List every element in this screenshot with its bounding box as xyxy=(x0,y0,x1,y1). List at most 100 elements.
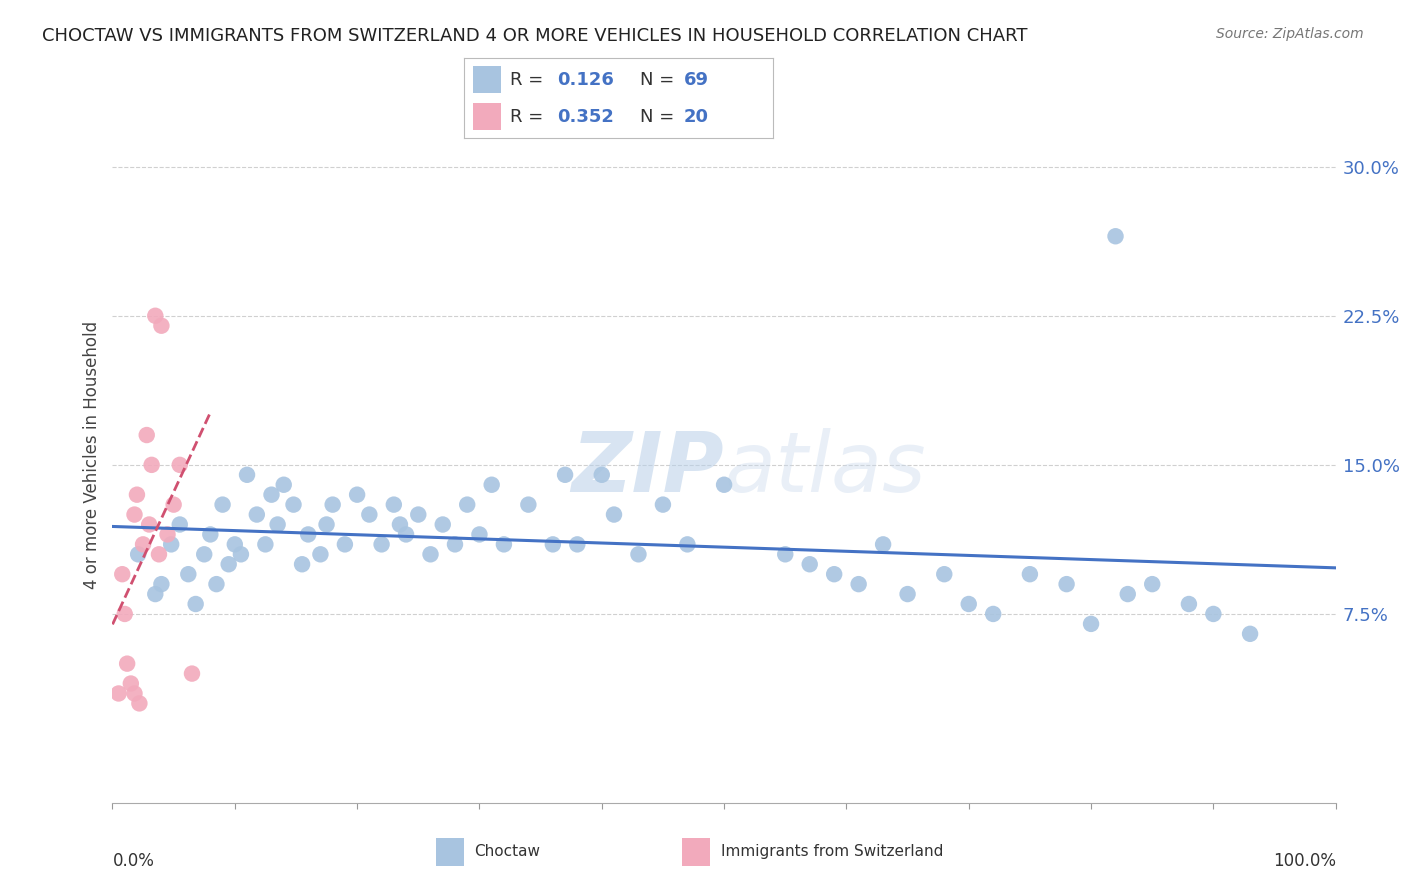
Point xyxy=(603,508,626,522)
Point xyxy=(1116,587,1139,601)
Point xyxy=(981,607,1004,621)
Point xyxy=(184,597,207,611)
Point xyxy=(627,547,650,561)
Point xyxy=(125,488,148,502)
Point xyxy=(148,547,170,561)
Point xyxy=(567,537,589,551)
Point xyxy=(517,498,540,512)
Point xyxy=(432,517,454,532)
Point xyxy=(419,547,441,561)
Point xyxy=(872,537,894,551)
Point xyxy=(229,547,252,561)
Point xyxy=(156,527,179,541)
Point xyxy=(1018,567,1040,582)
Point xyxy=(554,467,576,482)
Point xyxy=(309,547,332,561)
Point xyxy=(236,467,259,482)
Point xyxy=(388,517,411,532)
Text: N =: N = xyxy=(640,70,681,88)
Point xyxy=(1178,597,1201,611)
Point xyxy=(297,527,319,541)
Point xyxy=(1239,627,1261,641)
Text: atlas: atlas xyxy=(724,428,925,509)
Text: R =: R = xyxy=(510,108,550,126)
Point xyxy=(652,498,675,512)
Point xyxy=(124,686,146,700)
Point xyxy=(224,537,246,551)
Point xyxy=(177,567,200,582)
Point xyxy=(934,567,956,582)
Text: 69: 69 xyxy=(683,70,709,88)
Point xyxy=(333,537,356,551)
Point xyxy=(143,587,166,601)
Point xyxy=(111,567,134,582)
Point xyxy=(254,537,277,551)
Point xyxy=(823,567,845,582)
Point xyxy=(169,517,191,532)
Point xyxy=(218,558,240,572)
Text: 0.126: 0.126 xyxy=(557,70,613,88)
Point xyxy=(848,577,870,591)
Point xyxy=(322,498,344,512)
Point xyxy=(128,697,150,711)
Point xyxy=(591,467,613,482)
Point xyxy=(676,537,699,551)
Point xyxy=(160,537,183,551)
Point xyxy=(169,458,191,472)
Point xyxy=(132,537,155,551)
Point xyxy=(107,686,129,700)
Point xyxy=(273,477,295,491)
Point xyxy=(408,508,430,522)
Point xyxy=(359,508,381,522)
Point xyxy=(211,498,233,512)
Text: R =: R = xyxy=(510,70,550,88)
Point xyxy=(200,527,222,541)
Point xyxy=(897,587,920,601)
Text: CHOCTAW VS IMMIGRANTS FROM SWITZERLAND 4 OR MORE VEHICLES IN HOUSEHOLD CORRELATI: CHOCTAW VS IMMIGRANTS FROM SWITZERLAND 4… xyxy=(42,27,1028,45)
Point xyxy=(120,676,142,690)
Text: 100.0%: 100.0% xyxy=(1272,852,1336,870)
Point xyxy=(124,508,146,522)
Point xyxy=(141,458,163,472)
Point xyxy=(266,517,288,532)
Point xyxy=(150,577,173,591)
Point xyxy=(260,488,283,502)
Point xyxy=(382,498,405,512)
Point xyxy=(346,488,368,502)
Point xyxy=(205,577,228,591)
Point xyxy=(283,498,305,512)
Bar xyxy=(682,838,710,866)
Bar xyxy=(436,838,464,866)
Point xyxy=(138,517,160,532)
Point xyxy=(1104,229,1126,244)
Point xyxy=(1202,607,1225,621)
Point xyxy=(181,666,204,681)
Point xyxy=(713,477,735,491)
Point xyxy=(481,477,503,491)
Text: N =: N = xyxy=(640,108,681,126)
Point xyxy=(492,537,515,551)
Point xyxy=(246,508,269,522)
Bar xyxy=(474,66,501,94)
Point xyxy=(957,597,980,611)
Text: Choctaw: Choctaw xyxy=(475,845,540,859)
Point xyxy=(1080,616,1102,631)
Point xyxy=(1056,577,1078,591)
Point xyxy=(468,527,491,541)
Point xyxy=(370,537,392,551)
Point xyxy=(163,498,186,512)
Point xyxy=(135,428,157,442)
Point xyxy=(114,607,136,621)
Point xyxy=(1142,577,1164,591)
Text: Immigrants from Switzerland: Immigrants from Switzerland xyxy=(721,845,943,859)
Point xyxy=(775,547,797,561)
Point xyxy=(444,537,467,551)
Point xyxy=(115,657,138,671)
Point xyxy=(143,309,166,323)
Text: ZIP: ZIP xyxy=(571,428,724,509)
Point xyxy=(315,517,337,532)
Point xyxy=(395,527,418,541)
Point xyxy=(127,547,149,561)
Text: 0.352: 0.352 xyxy=(557,108,613,126)
Point xyxy=(193,547,215,561)
